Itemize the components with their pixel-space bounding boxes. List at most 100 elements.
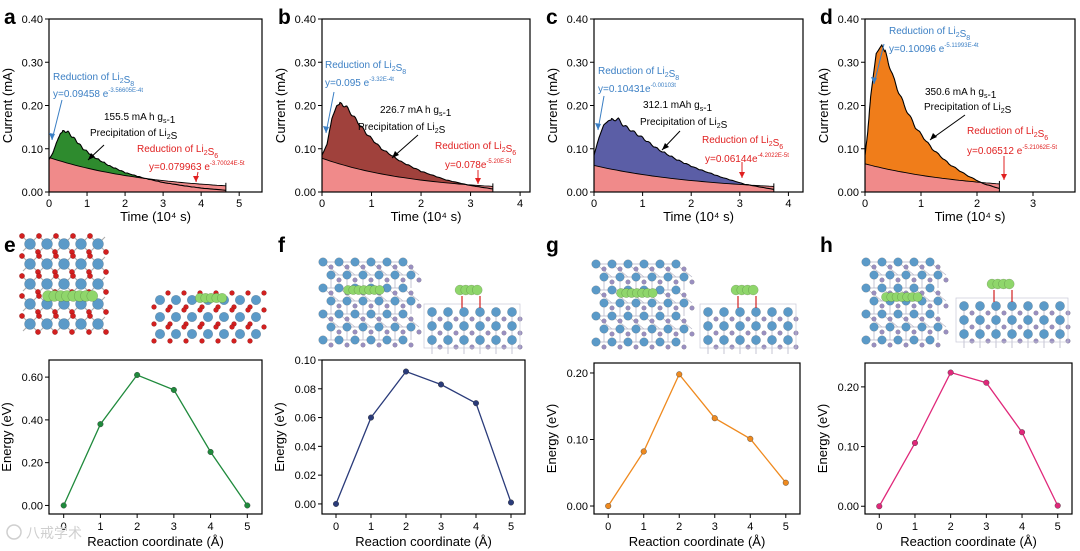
nitrogen-atom <box>871 316 877 322</box>
nitrogen-atom <box>501 330 507 336</box>
s6-label-part: 6 <box>779 144 783 151</box>
nitrogen-atom <box>617 318 623 324</box>
metal-atom <box>507 321 517 331</box>
x-tick-label: 3 <box>983 521 989 533</box>
metal-atom <box>398 257 408 267</box>
chart-a: 0 1 2 3 4 5 0.00 0.10 0.20 0.30 0.40 Time (10⁴ s) Cu… <box>0 14 263 224</box>
energy-point <box>676 371 683 378</box>
x-tick-label: 1 <box>912 521 918 533</box>
y-tick-label: 0.06 <box>295 413 316 425</box>
metal-atom <box>703 307 713 317</box>
metal-atom <box>767 307 777 317</box>
metal-atom <box>607 311 617 321</box>
oxygen-atom <box>231 338 237 344</box>
nitrogen-atom <box>469 344 475 350</box>
s8-label-part: Reduction of Li <box>889 26 956 37</box>
metal-atom <box>358 270 368 280</box>
metal-atom <box>861 283 871 293</box>
nitrogen-atom <box>879 329 885 335</box>
panel-label-c: c <box>546 6 558 29</box>
x-tick-label: 5 <box>508 521 514 533</box>
metal-atom <box>58 238 70 250</box>
nitrogen-atom <box>400 329 406 335</box>
metal-atom <box>334 335 344 345</box>
metal-atom <box>623 337 633 347</box>
watermark-text: 八戒学术 <box>26 525 82 541</box>
metal-atom <box>75 318 87 330</box>
nitrogen-atom <box>713 316 719 322</box>
metal-atom <box>751 321 761 331</box>
metal-atom <box>350 335 360 345</box>
y-tick-label: 0.20 <box>567 368 588 380</box>
nitrogen-atom <box>416 303 422 309</box>
nitrogen-atom <box>617 266 623 272</box>
metal-atom <box>24 318 36 330</box>
x-tick-label: 1 <box>918 198 924 210</box>
x-tick-label: 2 <box>418 198 424 210</box>
nitrogen-atom <box>408 290 414 296</box>
metal-atom <box>607 259 617 269</box>
structure-illustration-g <box>591 259 799 354</box>
metal-atom <box>607 285 617 295</box>
nitrogen-atom <box>969 324 975 330</box>
nitrogen-atom <box>871 264 877 270</box>
metal-atom <box>24 258 36 270</box>
x-tick-label: 2 <box>403 521 409 533</box>
metal-atom <box>1055 329 1065 339</box>
x-tick-label: 0 <box>876 521 882 533</box>
metal-atom <box>607 337 617 347</box>
nitrogen-atom <box>903 316 909 322</box>
s6-equation: y=0.079963 e-3.70024E-5t <box>149 161 245 173</box>
oxygen-atom <box>261 324 267 330</box>
y-tick-label: 0.00 <box>838 501 859 513</box>
metal-atom <box>342 296 352 306</box>
s8-label-part: 2 <box>665 72 669 79</box>
energy-point <box>97 421 104 428</box>
energy-point <box>983 379 990 386</box>
y-tick-label: 0.00 <box>22 187 43 199</box>
sulfur-atom <box>912 292 923 302</box>
metal-atom <box>591 285 601 295</box>
energy-point <box>438 381 445 388</box>
s6-equation-part: y=0.078e <box>445 160 487 171</box>
metal-atom <box>655 311 665 321</box>
nitrogen-atom <box>649 318 655 324</box>
nitrogen-atom <box>416 277 422 283</box>
s6-equation-part: y=0.06512 e <box>967 146 1023 157</box>
nitrogen-atom <box>633 318 639 324</box>
metal-atom <box>631 324 641 334</box>
metal-atom <box>925 309 935 319</box>
metal-atom <box>92 278 104 290</box>
nitrogen-atom <box>408 342 414 348</box>
metal-atom <box>647 272 657 282</box>
nitrogen-atom <box>453 330 459 336</box>
oxygen-atom <box>69 329 75 335</box>
s8-label: Reduction of Li2S8 <box>889 26 970 42</box>
s8-equation-part: -3.56605E-4t <box>108 88 143 94</box>
nitrogen-atom <box>368 277 374 283</box>
s6-arrowhead <box>475 178 481 184</box>
s6-label-part: S <box>506 144 513 155</box>
metal-atom <box>909 309 919 319</box>
metal-atom <box>925 283 935 293</box>
energy-point <box>1054 502 1061 509</box>
capacity-label-part: s <box>163 118 167 125</box>
metal-atom <box>41 278 53 290</box>
s8-label-part: 2 <box>392 66 396 73</box>
oxygen-atom <box>261 290 267 296</box>
x-axis-label: Reaction coordinate (Å) <box>629 534 766 549</box>
energy-point <box>1019 429 1026 436</box>
metal-atom <box>202 311 214 323</box>
metal-atom <box>24 238 36 250</box>
metal-atom <box>877 309 887 319</box>
oxygen-atom <box>53 273 59 279</box>
nitrogen-atom <box>887 264 893 270</box>
nitrogen-atom <box>601 292 607 298</box>
nitrogen-atom <box>328 290 334 296</box>
metal-atom <box>334 283 344 293</box>
s6-label-part: 2 <box>1034 132 1038 139</box>
metal-atom <box>1055 301 1065 311</box>
nitrogen-atom <box>745 330 751 336</box>
metal-atom <box>861 335 871 345</box>
metal-atom <box>250 294 262 306</box>
